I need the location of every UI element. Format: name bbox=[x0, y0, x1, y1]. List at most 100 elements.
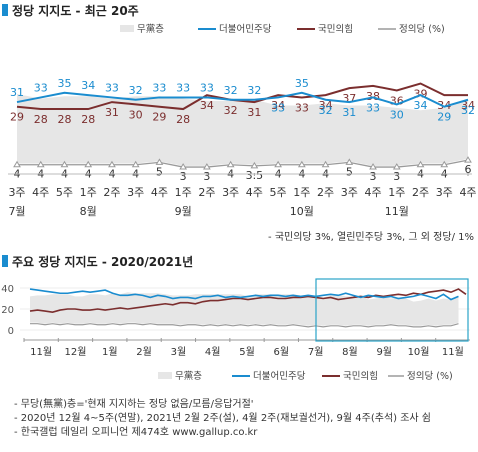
justice-value-label: 3 bbox=[180, 170, 187, 183]
x-tick-label-1: 4주 bbox=[151, 186, 168, 199]
minjoo-value-label: 33 bbox=[176, 81, 190, 94]
month-label-2: 5월 bbox=[239, 346, 255, 358]
chart1-title: 정당 지지도 - 최근 20주 bbox=[12, 3, 139, 18]
month-label-2: 11월 bbox=[442, 346, 464, 358]
justice-point bbox=[392, 163, 401, 170]
justice-point bbox=[108, 160, 116, 168]
x-tick-label-1: 4주 bbox=[32, 186, 49, 199]
x-tick-label-1: 3주 bbox=[436, 186, 453, 199]
minjoo-value-label: 33 bbox=[366, 101, 380, 114]
x-tick-label-1: 3주 bbox=[341, 186, 358, 199]
justice-point bbox=[440, 160, 449, 168]
x-tick-label-1: 1주 bbox=[80, 186, 97, 199]
justice-point bbox=[36, 160, 45, 168]
ppp-value-label: 34 bbox=[271, 99, 285, 112]
justice-point bbox=[297, 160, 306, 168]
justice-point bbox=[84, 160, 93, 168]
legend2-minjoo-label: 더불어민주당 bbox=[253, 371, 306, 382]
legend2-justice-label: 정의당 (%) bbox=[407, 371, 453, 382]
legend-ppp-label: 국민의힘 bbox=[318, 24, 353, 35]
minjoo-value-label: 34 bbox=[414, 99, 428, 112]
x-tick-label-1: 4주 bbox=[246, 186, 263, 199]
justice-line-2 bbox=[30, 323, 459, 328]
title-marker-2 bbox=[2, 255, 8, 267]
x-tick-label-1: 5주 bbox=[270, 186, 287, 199]
x-tick-label-1: 3주 bbox=[8, 186, 25, 199]
justice-point bbox=[203, 163, 211, 170]
ppp-value-label: 31 bbox=[105, 106, 119, 119]
legend2-none-label: 무黨층 bbox=[175, 370, 202, 382]
month-label-2: 11월 bbox=[30, 346, 52, 358]
minjoo-value-label: 33 bbox=[105, 81, 119, 94]
footnote-line-1: - 무당(無黨)층='현재 지지하는 정당 없음/모름/응답거절' bbox=[14, 399, 254, 410]
footnotes: - 무당(無黨)층='현재 지지하는 정당 없음/모름/응답거절' - 2020… bbox=[14, 398, 431, 440]
footnote-line-2: - 2020년 12월 4~5주(연말), 2021년 2월 2주(설), 4월… bbox=[14, 413, 432, 424]
justice-value-label: 6 bbox=[465, 163, 472, 176]
x-tick-label-1: 1주 bbox=[293, 186, 310, 199]
minjoo-value-label: 34 bbox=[81, 79, 95, 92]
ppp-value-label: 36 bbox=[390, 94, 404, 107]
month-label-2: 12월 bbox=[64, 346, 86, 358]
x-tick-label-1: 2주 bbox=[103, 186, 120, 199]
y-tick-label-2: 0 bbox=[8, 326, 14, 337]
month-label-2: 9월 bbox=[376, 346, 392, 358]
ppp-value-label: 34 bbox=[461, 99, 475, 112]
x-tick-label-1: 5주 bbox=[56, 186, 73, 199]
none-area-1 bbox=[17, 93, 468, 166]
month-label-2: 1월 bbox=[102, 346, 118, 358]
ppp-value-label: 29 bbox=[152, 111, 166, 124]
legend-none-label: 무黨층 bbox=[137, 23, 164, 35]
minjoo-value-label: 29 bbox=[437, 111, 451, 124]
ppp-value-label: 29 bbox=[10, 111, 24, 124]
minjoo-value-label: 31 bbox=[10, 86, 24, 99]
x-tick-label-1: 3주 bbox=[127, 186, 144, 199]
month-label-2: 2월 bbox=[136, 346, 152, 358]
justice-point bbox=[60, 160, 69, 168]
minjoo-value-label: 32 bbox=[319, 104, 333, 117]
justice-point bbox=[226, 160, 235, 168]
justice-value-label: 3 bbox=[203, 170, 210, 183]
month-label-1: 8월 bbox=[80, 205, 97, 218]
justice-point bbox=[179, 163, 188, 170]
ppp-value-label: 37 bbox=[342, 92, 356, 105]
none-area-2 bbox=[30, 292, 459, 326]
chart1-footnote: - 국민의당 3%, 열린민주당 3%, 그 외 정당/ 1% bbox=[268, 231, 474, 243]
minjoo-line-2 bbox=[29, 288, 459, 301]
month-label-2: 8월 bbox=[342, 346, 358, 358]
ppp-value-label: 28 bbox=[176, 113, 190, 126]
x-tick-label-1: 4주 bbox=[364, 186, 381, 199]
ppp-value-label: 32 bbox=[224, 104, 238, 117]
justice-point bbox=[131, 160, 140, 168]
minjoo-value-label: 32 bbox=[224, 84, 238, 97]
justice-value-label: 3 bbox=[370, 170, 377, 183]
x-tick-label-1: 1주 bbox=[388, 186, 405, 199]
legend-minjoo-label: 더불어민주당 bbox=[219, 24, 272, 35]
justice-value-label: 5 bbox=[346, 165, 353, 178]
justice-point bbox=[464, 156, 472, 163]
justice-point bbox=[369, 163, 377, 170]
minjoo-value-label: 32 bbox=[461, 104, 475, 117]
minjoo-value-label: 33 bbox=[34, 81, 48, 94]
month-label-2: 3월 bbox=[171, 346, 187, 358]
ppp-value-label: 33 bbox=[295, 101, 309, 114]
chart2-title: 주요 정당 지지도 - 2020/2021년 bbox=[12, 254, 193, 269]
x-tick-label-1: 1주 bbox=[175, 186, 192, 199]
legend-none-swatch bbox=[120, 25, 134, 32]
ppp-value-label: 34 bbox=[200, 99, 214, 112]
month-label-1: 9월 bbox=[175, 205, 192, 218]
legend-justice-label: 정의당 (%) bbox=[399, 24, 445, 35]
ppp-value-label: 31 bbox=[247, 106, 261, 119]
minjoo-value-label: 32 bbox=[129, 84, 143, 97]
y-tick-label-2: 20 bbox=[1, 305, 14, 316]
x-tick-label-1: 2주 bbox=[198, 186, 215, 199]
month-label-2: 6월 bbox=[274, 346, 290, 358]
minjoo-value-label: 33 bbox=[152, 81, 166, 94]
ppp-line-2 bbox=[29, 288, 467, 313]
minjoo-value-label: 33 bbox=[271, 101, 285, 114]
minjoo-value-label: 32 bbox=[247, 84, 261, 97]
footnote-line-3: - 한국갤럽 데일리 오피니언 제474호 www.gallup.co.kr bbox=[14, 427, 258, 438]
justice-point bbox=[250, 161, 259, 169]
x-tick-label-1: 4주 bbox=[459, 186, 476, 199]
ppp-line-1 bbox=[16, 82, 468, 111]
